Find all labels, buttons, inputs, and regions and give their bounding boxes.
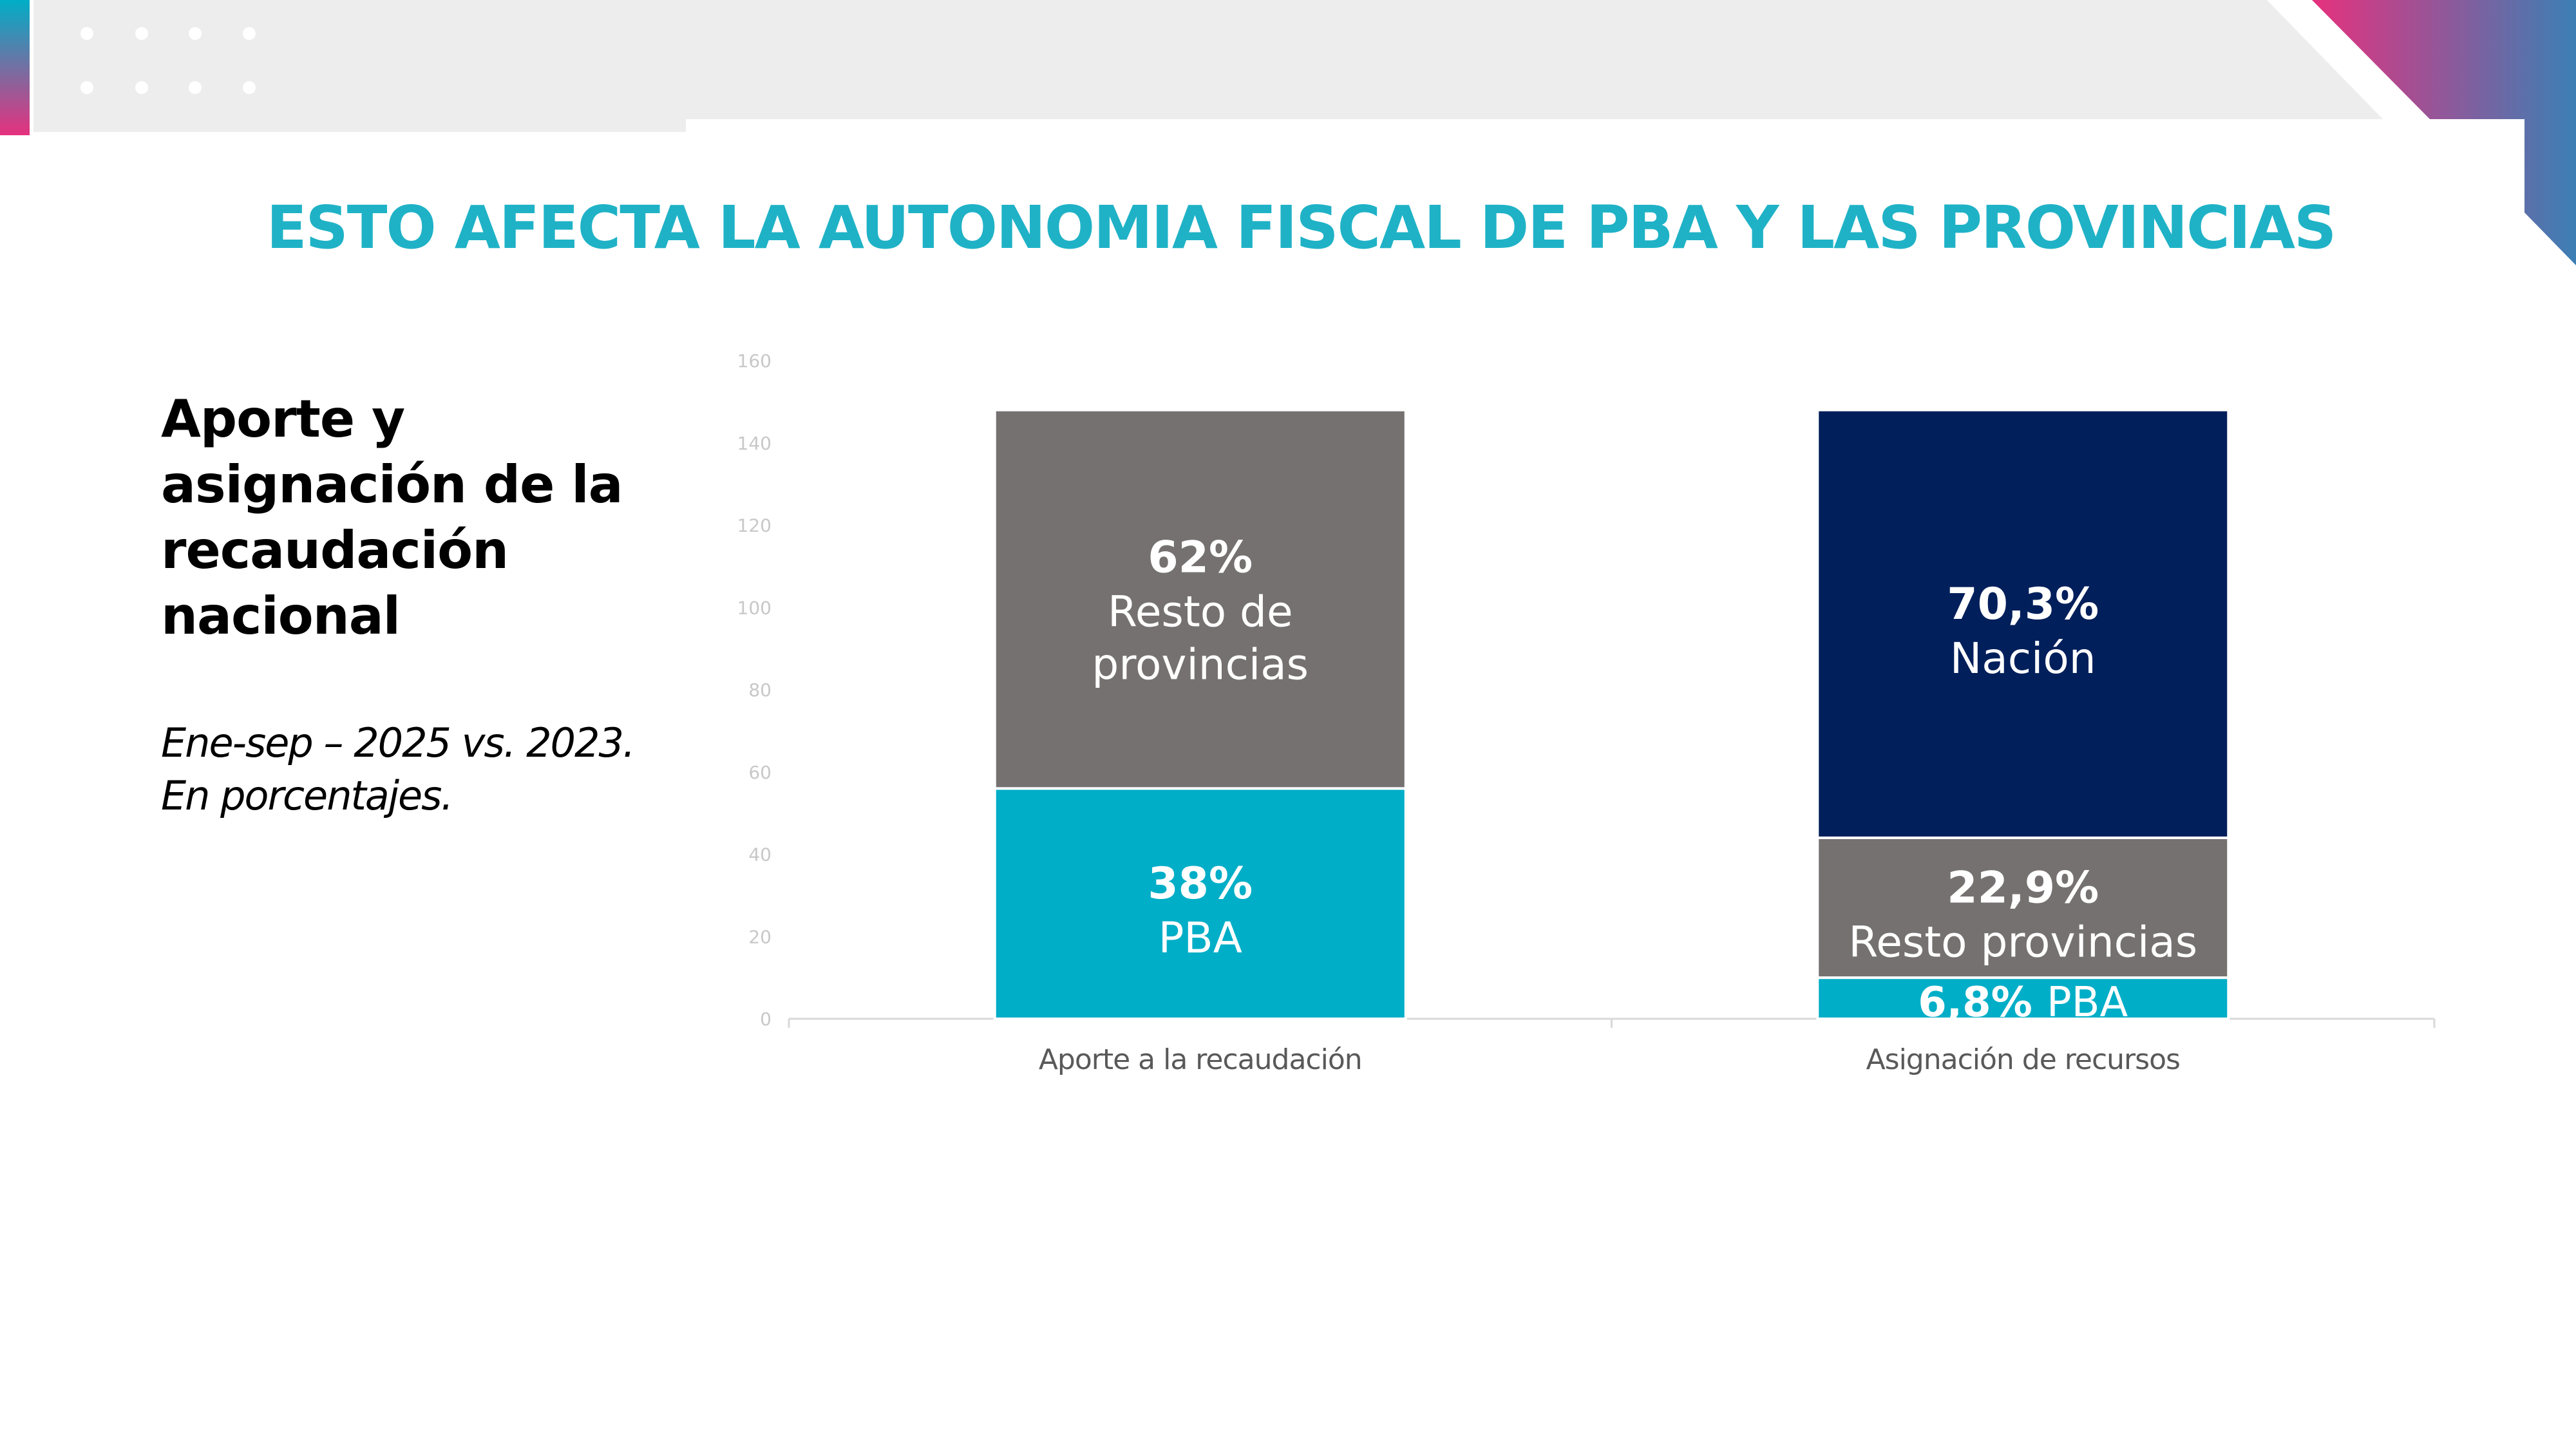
dot-pattern xyxy=(80,27,256,94)
y-tick-label: 140 xyxy=(737,433,772,454)
left-accent-bar xyxy=(0,0,30,135)
chart-description: Aporte y asignación de la recaudación na… xyxy=(161,386,715,822)
data-label-value: 38% xyxy=(1148,858,1253,909)
data-label-inline: 6,8% PBA xyxy=(1918,979,2128,1027)
data-label-name: Nación xyxy=(1950,634,2096,683)
bar-segment-pba xyxy=(1816,976,2230,1020)
bar-segment-resto-de-provincias xyxy=(1816,836,2230,980)
data-label-name: Resto provincias xyxy=(1848,918,2197,967)
data-label-name: provincias xyxy=(1092,639,1309,689)
x-category-label: Asignación de recursos xyxy=(1866,1043,2180,1076)
data-label-value: 6,8% xyxy=(1918,979,2047,1027)
chart-subtitle: Aporte y asignación de la recaudación na… xyxy=(161,389,623,646)
data-label-value: 62% xyxy=(1148,532,1253,583)
bar-segment-resto-de-provincias xyxy=(993,408,1407,790)
chart-note-period: Ene-sep – 2025 vs. 2023. xyxy=(161,719,636,766)
bar-segment-pba xyxy=(993,787,1407,1021)
y-tick-label: 120 xyxy=(737,515,772,536)
right-accent-shape xyxy=(2312,0,2576,265)
y-tick-label: 100 xyxy=(737,597,772,618)
bar-segment-naci-n xyxy=(1816,408,2230,839)
y-tick-label: 40 xyxy=(748,844,772,866)
header-band xyxy=(33,0,2383,132)
header-decoration xyxy=(0,0,2576,265)
data-label-name: PBA xyxy=(1159,913,1242,963)
data-label-name: PBA xyxy=(2047,979,2128,1027)
y-tick-label: 160 xyxy=(737,350,772,372)
page-title: ESTO AFECTA LA AUTONOMIA FISCAL DE PBA Y… xyxy=(266,193,2337,262)
x-category-label: Aporte a la recaudación xyxy=(1039,1043,1362,1076)
y-tick-label: 60 xyxy=(748,762,772,783)
chart-note-units: En porcentajes. xyxy=(161,772,453,819)
y-tick-label: 20 xyxy=(748,926,772,947)
y-tick-label: 0 xyxy=(760,1009,772,1030)
chart-note: Ene-sep – 2025 vs. 2023. En porcentajes. xyxy=(161,717,715,822)
y-tick-label: 80 xyxy=(748,679,772,701)
data-label-name: Resto de xyxy=(1108,587,1293,636)
data-label-value: 70,3% xyxy=(1947,579,2099,630)
data-label-value: 22,9% xyxy=(1947,863,2099,914)
